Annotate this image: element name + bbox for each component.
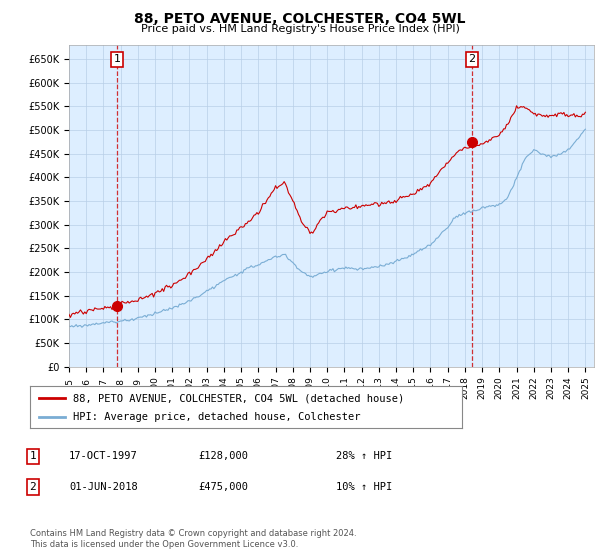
Text: £128,000: £128,000 (198, 451, 248, 461)
Text: 28% ↑ HPI: 28% ↑ HPI (336, 451, 392, 461)
Text: 2: 2 (469, 54, 476, 64)
Text: 88, PETO AVENUE, COLCHESTER, CO4 5WL: 88, PETO AVENUE, COLCHESTER, CO4 5WL (134, 12, 466, 26)
Text: 1: 1 (113, 54, 121, 64)
Text: 10% ↑ HPI: 10% ↑ HPI (336, 482, 392, 492)
Text: 88, PETO AVENUE, COLCHESTER, CO4 5WL (detached house): 88, PETO AVENUE, COLCHESTER, CO4 5WL (de… (73, 393, 404, 403)
Text: 1: 1 (29, 451, 37, 461)
Text: 2: 2 (29, 482, 37, 492)
Text: Price paid vs. HM Land Registry's House Price Index (HPI): Price paid vs. HM Land Registry's House … (140, 24, 460, 34)
Text: 17-OCT-1997: 17-OCT-1997 (69, 451, 138, 461)
Text: Contains HM Land Registry data © Crown copyright and database right 2024.
This d: Contains HM Land Registry data © Crown c… (30, 529, 356, 549)
Text: £475,000: £475,000 (198, 482, 248, 492)
Text: 01-JUN-2018: 01-JUN-2018 (69, 482, 138, 492)
Text: HPI: Average price, detached house, Colchester: HPI: Average price, detached house, Colc… (73, 412, 361, 422)
